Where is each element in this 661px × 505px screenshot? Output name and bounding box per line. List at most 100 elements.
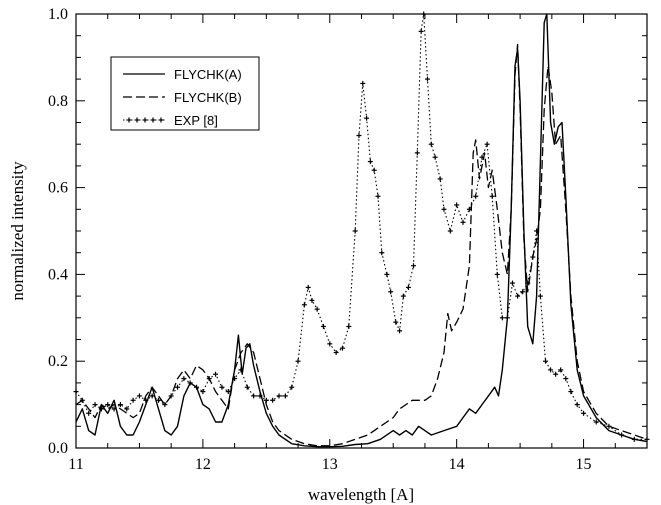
exp-data-point [563,376,569,382]
exp-data-point [631,436,637,442]
exp-data-point [149,393,155,399]
exp-data-point [558,367,564,373]
exp-data-point [414,150,420,156]
exp-data-point [542,358,548,364]
exp-data-point [393,319,399,325]
exp-data-point [143,397,149,403]
exp-data-point [270,397,276,403]
exp-data-point [289,384,295,390]
exp-data-point [105,402,111,408]
exp-data-point [305,284,311,290]
exp-data-point [593,419,599,425]
exp-data-point [437,176,443,182]
legend-swatch-exp-markers [126,117,164,123]
exp-data-point [574,402,580,408]
exp-data-point [581,410,587,416]
exp-data-point [384,271,390,277]
exp-data-point [606,423,612,429]
exp-data-point [364,115,370,121]
exp-data-point [314,306,320,312]
exp-data-point [225,389,231,395]
exp-data-point [301,302,307,308]
exp-data-point [257,393,263,399]
exp-data-point [525,280,531,286]
legend: FLYCHK(A) FLYCHK(B) EXP [8] [110,56,260,131]
exp-data-point [213,371,219,377]
exp-data-point [86,410,92,416]
exp-data-point [206,376,212,382]
exp-data-point [136,393,142,399]
exp-data-point [263,397,269,403]
legend-label-exp: EXP [8] [174,113,218,128]
legend-label-flychk-a: FLYCHK(A) [174,67,242,82]
x-tick-label: 15 [576,456,592,473]
exp-data-point [537,293,543,299]
exp-data-point [530,254,536,260]
x-tick-label: 11 [68,456,83,473]
exp-data-point [168,393,174,399]
axis-tick-labels: 11 12 13 14 15 0.0 0.2 0.4 0.6 0.8 1.0 [48,6,592,473]
exp-data-point [339,345,345,351]
exp-data-point [98,406,104,412]
legend-exp-marker [126,117,132,123]
exp-data-point [520,289,526,295]
series-layer [73,11,650,448]
exp-data-point [509,280,515,286]
exp-data-point [352,228,358,234]
exp-data-point [388,289,394,295]
series-line-1 [75,43,648,447]
exp-data-point [295,358,301,364]
exp-data-point [460,219,466,225]
exp-data-point [175,384,181,390]
y-tick-label: 0.4 [48,266,68,283]
exp-data-point [400,293,406,299]
exp-data-point [454,202,460,208]
exp-data-point [494,271,500,277]
exp-data-point [238,367,244,373]
y-tick-label: 0.6 [48,180,68,197]
exp-data-point [333,350,339,356]
exp-data-point [346,323,352,329]
exp-data-point [360,80,366,86]
exp-data-point [124,406,130,412]
exp-data-point [379,250,385,256]
exp-data-point [187,380,193,386]
exp-data-point [244,384,250,390]
exp-data-point [111,406,117,412]
exp-data-point [466,206,472,212]
exp-data-point [219,384,225,390]
exp-data-point [568,389,574,395]
legend-exp-marker [134,117,140,123]
exp-data-point [162,402,168,408]
exp-data-point [320,323,326,329]
exp-data-point [282,393,288,399]
exp-data-point [534,228,540,234]
axis-ticks [75,13,648,449]
exp-data-point [548,367,554,373]
exp-data-point [327,341,333,347]
exp-data-point [405,284,411,290]
exp-data-point [130,397,136,403]
y-tick-label: 1.0 [48,6,68,23]
exp-data-point [484,141,490,147]
exp-data-point [251,393,257,399]
exp-data-point [504,315,510,321]
exp-data-point [309,297,315,303]
exp-data-point [499,315,505,321]
exp-data-point [473,193,479,199]
exp-data-point [644,436,650,442]
exp-data-point [276,393,282,399]
x-axis-title: wavelength [A] [308,485,414,504]
exp-data-point [421,11,427,17]
exp-data-point [73,389,79,395]
y-tick-label: 0.0 [48,440,68,457]
exp-data-point [447,228,453,234]
exp-data-point [432,154,438,160]
exp-data-point [371,167,377,173]
y-axis-title: normalized intensity [8,161,27,301]
exp-data-point [553,371,559,377]
x-tick-label: 13 [322,456,338,473]
exp-data-point [515,293,521,299]
x-tick-label: 12 [195,456,211,473]
